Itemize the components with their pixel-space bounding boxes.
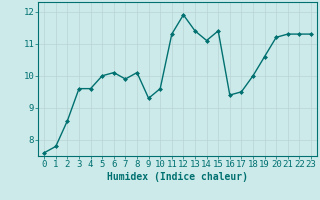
X-axis label: Humidex (Indice chaleur): Humidex (Indice chaleur) — [107, 172, 248, 182]
